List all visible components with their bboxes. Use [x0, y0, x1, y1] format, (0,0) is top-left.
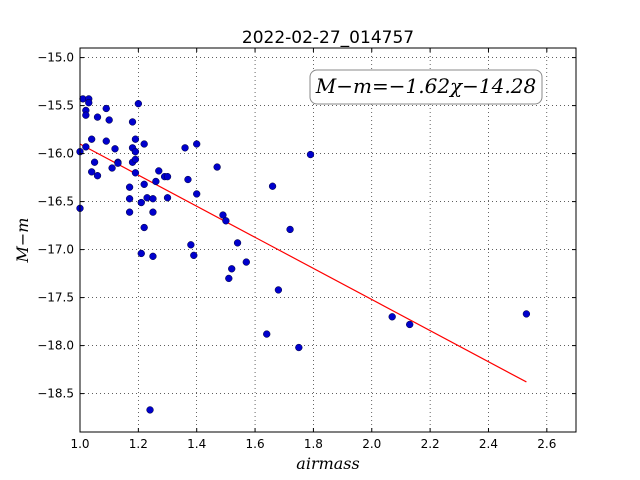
data-point [242, 258, 250, 266]
data-point [193, 190, 201, 198]
data-point [306, 150, 315, 159]
y-tick-label: −16.0 [37, 147, 74, 161]
data-point [187, 241, 195, 249]
data-point [152, 177, 160, 186]
x-tick-label: 2.0 [362, 437, 381, 451]
data-point [155, 167, 163, 175]
data-point [149, 208, 157, 216]
data-point [146, 406, 154, 414]
data-point [93, 172, 102, 180]
data-point [85, 99, 93, 107]
x-tick-label: 1.2 [129, 437, 148, 451]
data-point [295, 343, 303, 352]
data-point [522, 310, 531, 318]
x-tick-label: 1.6 [246, 437, 265, 451]
y-tick-label: −18.0 [37, 339, 74, 353]
data-point [108, 164, 116, 172]
data-point [268, 182, 277, 190]
x-tick-label: 1.8 [304, 437, 323, 451]
axis-ticks: 1.0 1.2 1.4 1.6 1.8 2.0 2.2 2.4 2.6 −15.0 −15.5 −16… [37, 48, 576, 451]
data-point [125, 208, 134, 216]
data-point [102, 137, 110, 145]
data-point [140, 223, 148, 232]
data-point [128, 118, 137, 126]
axes-frame [79, 47, 577, 433]
data-point [286, 225, 294, 234]
data-point [190, 251, 198, 260]
data-point [233, 239, 242, 247]
data-point [140, 180, 148, 188]
data-point [134, 100, 143, 108]
y-tick-label: −17.0 [37, 243, 74, 257]
data-point [137, 249, 145, 258]
data-point [90, 158, 99, 166]
y-tick-label: −16.5 [37, 195, 74, 209]
x-axis-label: airmass [296, 454, 359, 473]
data-point [140, 140, 148, 148]
data-point [105, 116, 113, 124]
data-point [163, 172, 172, 181]
data-point [82, 111, 90, 119]
data-point [274, 286, 283, 294]
x-tick-label: 2.4 [479, 437, 498, 451]
data-point [149, 252, 157, 260]
data-point [149, 195, 157, 203]
data-point [228, 265, 236, 273]
y-tick-label: −15.0 [37, 51, 74, 65]
data-point [213, 163, 221, 171]
data-points [76, 95, 531, 414]
data-point [88, 168, 96, 176]
data-point [114, 159, 122, 167]
data-point [219, 211, 227, 219]
data-point [82, 143, 90, 151]
data-point [93, 113, 102, 121]
data-point [131, 155, 140, 164]
y-tick-label: −17.5 [37, 291, 74, 305]
data-point [111, 145, 119, 153]
data-point [406, 320, 414, 329]
x-tick-label: 2.2 [421, 437, 440, 451]
data-point [184, 175, 192, 184]
data-point [225, 274, 233, 283]
y-tick-label: −15.5 [37, 99, 74, 113]
chart-title: 2022-02-27_014757 [242, 28, 414, 48]
data-point [263, 330, 271, 338]
x-tick-label: 1.0 [70, 437, 89, 451]
data-point [131, 148, 140, 156]
data-point [88, 135, 96, 143]
data-point [388, 313, 396, 321]
data-point [193, 140, 201, 148]
data-point [102, 104, 110, 113]
data-point [181, 144, 189, 152]
x-tick-label: 2.6 [537, 437, 556, 451]
data-point [131, 135, 140, 143]
grid [79, 48, 576, 432]
data-point [222, 217, 230, 225]
x-tick-label: 1.4 [187, 437, 206, 451]
y-axis-label: M−m [13, 218, 32, 264]
data-point [137, 198, 145, 207]
data-point [163, 194, 172, 202]
data-point [125, 183, 134, 191]
equation-box [309, 69, 543, 105]
data-point [131, 169, 140, 177]
y-tick-label: −18.5 [37, 387, 74, 401]
plot-area [80, 48, 576, 432]
data-point [125, 195, 134, 203]
fit-equation: M−m=−1.62χ−14.28 [315, 74, 536, 98]
